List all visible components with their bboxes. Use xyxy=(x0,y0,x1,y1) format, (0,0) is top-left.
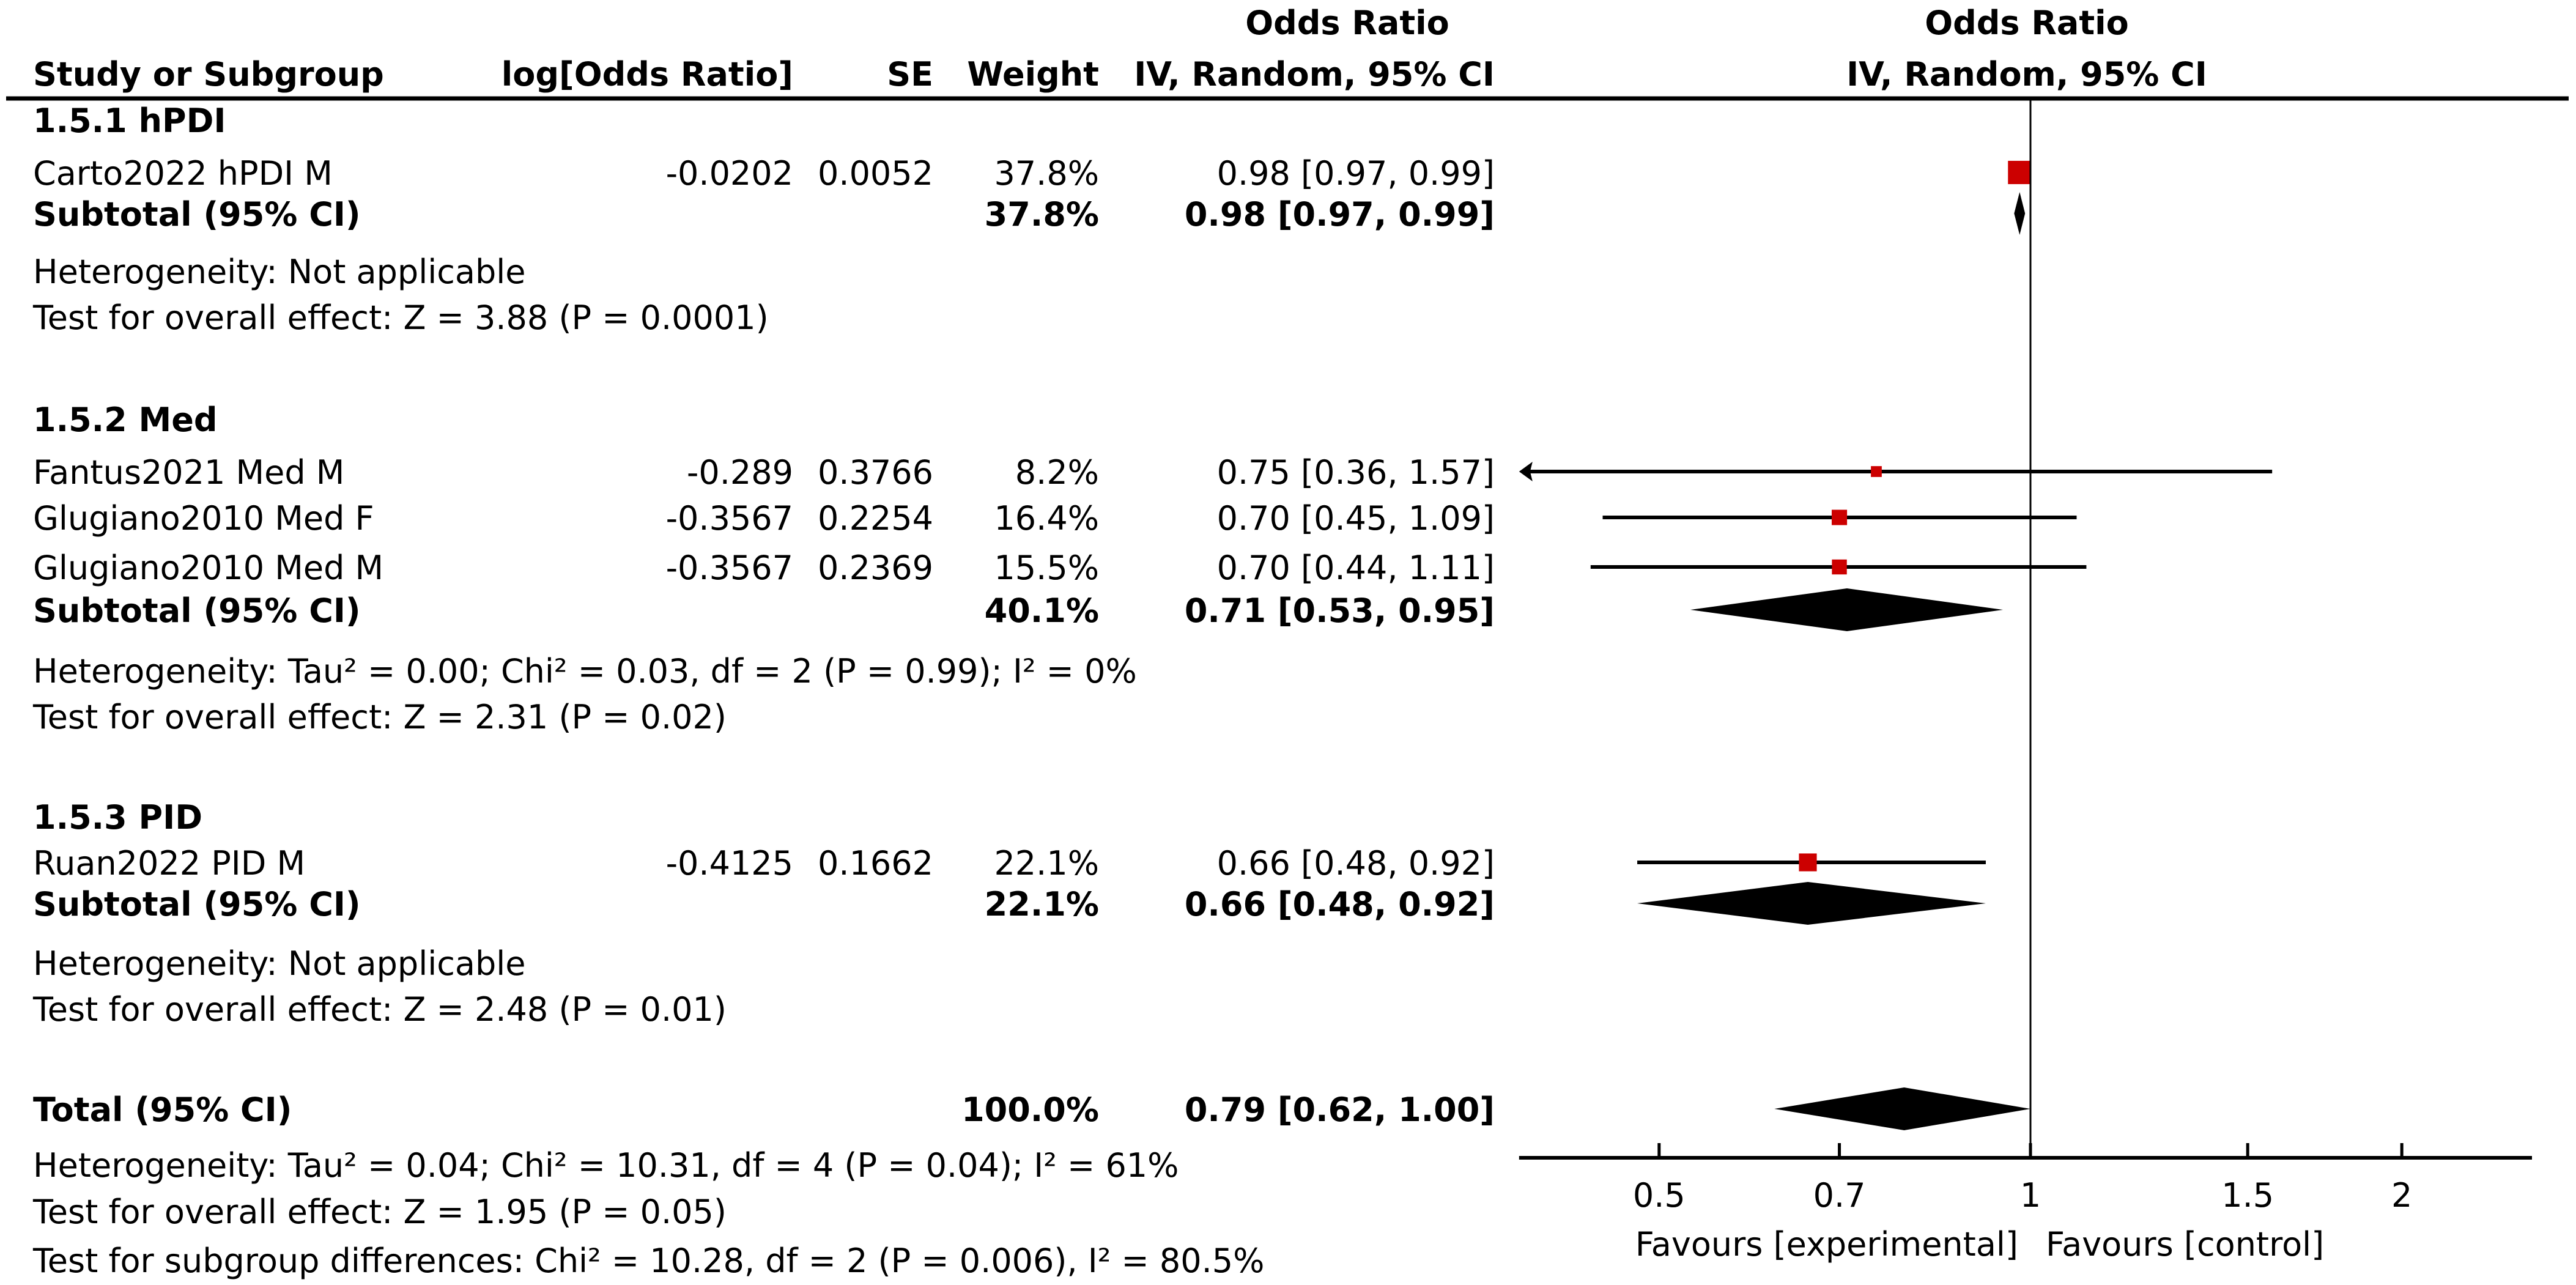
study-marker xyxy=(1832,559,1847,575)
se-value: 0.2254 xyxy=(818,499,933,538)
study-name: Carto2022 hPDI M xyxy=(33,154,333,193)
x-tick-label: 1 xyxy=(2020,1176,2041,1215)
subtotal-label: Subtotal (95% CI) xyxy=(33,591,361,630)
se-value: 0.0052 xyxy=(818,154,933,193)
total-diamond xyxy=(1774,1087,2030,1130)
se-value: 0.3766 xyxy=(818,453,933,492)
study-marker xyxy=(1871,466,1882,477)
heterogeneity-text: Heterogeneity: Not applicable xyxy=(33,944,526,983)
overall-effect-text: Test for overall effect: Z = 2.48 (P = 0… xyxy=(32,990,727,1029)
study-name: Glugiano2010 Med F xyxy=(33,499,374,538)
weight-value: 15.5% xyxy=(994,549,1099,587)
study-name: Ruan2022 PID M xyxy=(33,844,305,883)
heterogeneity-text: Heterogeneity: Tau² = 0.00; Chi² = 0.03,… xyxy=(33,652,1137,691)
ci-value: 0.70 [0.44, 1.11] xyxy=(1217,549,1495,587)
total-weight: 100.0% xyxy=(961,1091,1099,1129)
favours-left-label: Favours [experimental] xyxy=(1635,1225,2018,1264)
weight-value: 8.2% xyxy=(1015,453,1099,492)
ci-value: 0.66 [0.48, 0.92] xyxy=(1217,844,1495,883)
total-ci: 0.79 [0.62, 1.00] xyxy=(1185,1091,1495,1129)
table-rows: 1.5.1 hPDI Carto2022 hPDI M -0.0202 0.0052 3… xyxy=(32,102,1495,1280)
study-name: Glugiano2010 Med M xyxy=(33,549,383,587)
subtotal-weight: 22.1% xyxy=(985,885,1099,924)
overall-effect-text: Test for overall effect: Z = 3.88 (P = 0… xyxy=(32,298,769,337)
x-tick-label: 0.5 xyxy=(1633,1176,1686,1215)
plot-header-top: Odds Ratio xyxy=(1925,4,2129,42)
ci-value: 0.70 [0.45, 1.09] xyxy=(1217,499,1495,538)
log-or-value: -0.289 xyxy=(687,453,793,492)
plot-marks xyxy=(1519,160,2273,1130)
subgroup-heading: 1.5.2 Med xyxy=(33,401,218,439)
subtotal-ci: 0.98 [0.97, 0.99] xyxy=(1185,195,1495,234)
se-value: 0.1662 xyxy=(818,844,933,883)
x-tick-label: 2 xyxy=(2391,1176,2412,1215)
ci-value: 0.98 [0.97, 0.99] xyxy=(1217,154,1495,193)
ci-arrow-left xyxy=(1519,462,1533,481)
se-value: 0.2369 xyxy=(818,549,933,587)
ci-value: 0.75 [0.36, 1.57] xyxy=(1217,453,1495,492)
plot-header-bottom: IV, Random, 95% CI xyxy=(1846,55,2207,94)
subtotal-diamond xyxy=(1690,588,2004,631)
favours-right-label: Favours [control] xyxy=(2046,1225,2324,1264)
subtotal-ci: 0.66 [0.48, 0.92] xyxy=(1185,885,1495,924)
subtotal-label: Subtotal (95% CI) xyxy=(33,195,361,234)
header-or-top: Odds Ratio xyxy=(1245,4,1449,42)
log-or-value: -0.3567 xyxy=(666,499,793,538)
total-heterogeneity-text: Heterogeneity: Tau² = 0.04; Chi² = 10.31… xyxy=(33,1146,1179,1185)
overall-effect-text: Test for overall effect: Z = 2.31 (P = 0… xyxy=(32,698,727,736)
subtotal-weight: 40.1% xyxy=(985,591,1099,630)
header-weight: Weight xyxy=(967,55,1099,94)
weight-value: 22.1% xyxy=(994,844,1099,883)
log-or-value: -0.3567 xyxy=(666,549,793,587)
study-marker xyxy=(1799,853,1817,872)
x-tick-label: 1.5 xyxy=(2221,1176,2274,1215)
x-axis: 0.5 0.7 1 1.5 2 Favours [experimental] Favours… xyxy=(1519,98,2533,1264)
subgroup-heading: 1.5.1 hPDI xyxy=(33,102,226,140)
subtotal-label: Subtotal (95% CI) xyxy=(33,885,361,924)
subtotal-diamond xyxy=(2014,192,2026,235)
log-or-value: -0.0202 xyxy=(666,154,793,193)
study-marker xyxy=(1831,509,1848,525)
header-log-or: log[Odds Ratio] xyxy=(502,55,793,94)
subtotal-ci: 0.71 [0.53, 0.95] xyxy=(1185,591,1495,630)
header-study: Study or Subgroup xyxy=(33,55,384,94)
subgroup-heading: 1.5.3 PID xyxy=(33,798,202,837)
study-marker xyxy=(2008,160,2032,185)
total-label: Total (95% CI) xyxy=(33,1091,292,1129)
subtotal-weight: 37.8% xyxy=(985,195,1099,234)
log-or-value: -0.4125 xyxy=(666,844,793,883)
subtotal-diamond xyxy=(1637,882,1986,925)
header-se: SE xyxy=(887,55,933,94)
subgroup-differences-text: Test for subgroup differences: Chi² = 10… xyxy=(32,1242,1264,1280)
heterogeneity-text: Heterogeneity: Not applicable xyxy=(33,253,526,291)
weight-value: 37.8% xyxy=(994,154,1099,193)
header-ci: IV, Random, 95% CI xyxy=(1134,55,1495,94)
x-tick-label: 0.7 xyxy=(1813,1176,1866,1215)
weight-value: 16.4% xyxy=(994,499,1099,538)
total-overall-effect-text: Test for overall effect: Z = 1.95 (P = 0… xyxy=(32,1193,727,1231)
study-name: Fantus2021 Med M xyxy=(33,453,344,492)
